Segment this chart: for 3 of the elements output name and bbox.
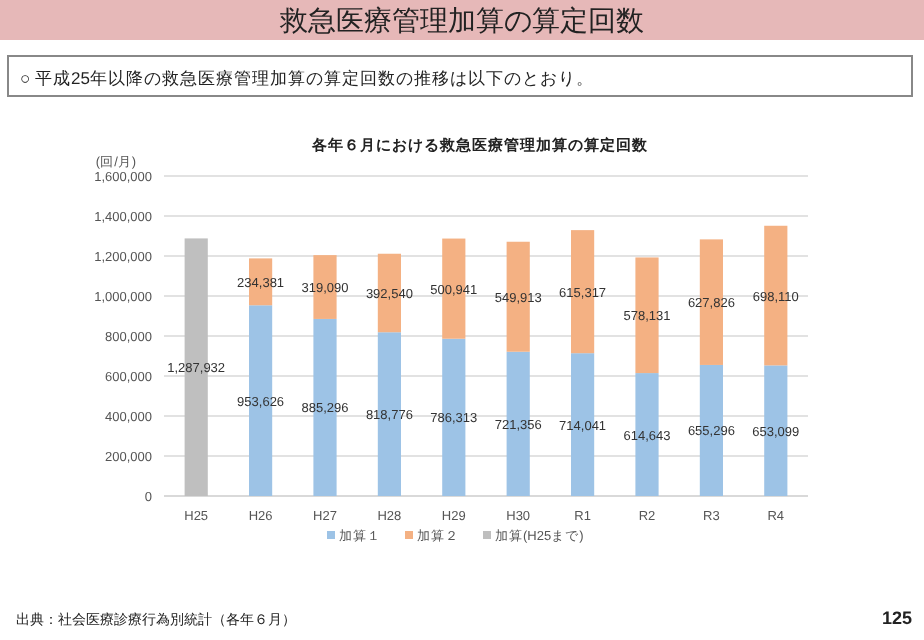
text: ○ 平成25年以降の救急医療管理加算の算定回数の推移は以下のとおり。 — [20, 68, 594, 88]
chart-title: 救急医療管理加算の算定回数 — [278, 4, 644, 36]
text: 125 — [881, 608, 912, 628]
